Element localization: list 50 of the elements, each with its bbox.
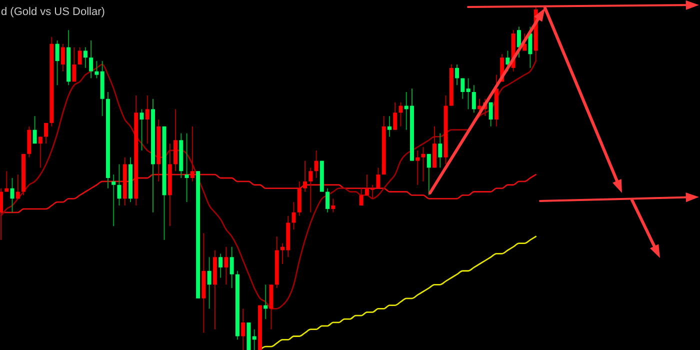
candlestick xyxy=(308,167,313,213)
candlestick xyxy=(44,122,48,144)
candlestick xyxy=(303,160,308,192)
candlestick xyxy=(455,64,460,86)
candlestick xyxy=(506,50,510,72)
candlestick xyxy=(16,174,20,200)
candlestick xyxy=(376,167,380,189)
candlestick xyxy=(0,188,3,240)
candlestick xyxy=(207,256,212,310)
candlestick xyxy=(230,246,234,289)
candlestick xyxy=(292,202,296,230)
candlestick xyxy=(184,132,189,203)
candlestick xyxy=(117,164,122,206)
candlestick xyxy=(72,46,76,82)
candlestick xyxy=(4,170,9,192)
candlestick xyxy=(224,246,228,286)
candlestick xyxy=(326,188,330,213)
candlestick xyxy=(488,102,493,127)
candlestick xyxy=(83,46,88,68)
candlestick xyxy=(438,132,442,168)
candlestick xyxy=(398,102,403,127)
candlestick xyxy=(218,253,223,278)
candlestick xyxy=(416,150,420,186)
candlestick xyxy=(241,308,246,350)
candlestick xyxy=(387,116,392,138)
candlestick xyxy=(190,126,194,182)
candlestick xyxy=(393,102,398,130)
candlestick xyxy=(145,94,150,144)
candlestick xyxy=(78,46,82,65)
candlestick xyxy=(331,198,336,213)
candlestick xyxy=(472,84,476,114)
candlestick xyxy=(359,188,364,206)
candlestick xyxy=(426,153,431,196)
candlestick xyxy=(112,174,116,227)
candlestick xyxy=(140,108,144,151)
candlestick xyxy=(314,150,318,178)
candlestick xyxy=(528,26,532,68)
candlestick xyxy=(55,40,60,86)
candlestick xyxy=(421,146,426,182)
candlestick xyxy=(89,40,94,79)
candlestick xyxy=(60,43,65,72)
candlestick xyxy=(466,78,470,110)
candlestick xyxy=(38,136,42,168)
chart-title: d (Gold vs US Dollar) xyxy=(1,6,105,18)
candlestick xyxy=(32,116,37,144)
candlestick xyxy=(10,178,14,213)
candlestick xyxy=(94,60,99,79)
candlestick xyxy=(516,26,521,58)
candlestick xyxy=(252,328,256,350)
candlestick xyxy=(460,78,465,100)
